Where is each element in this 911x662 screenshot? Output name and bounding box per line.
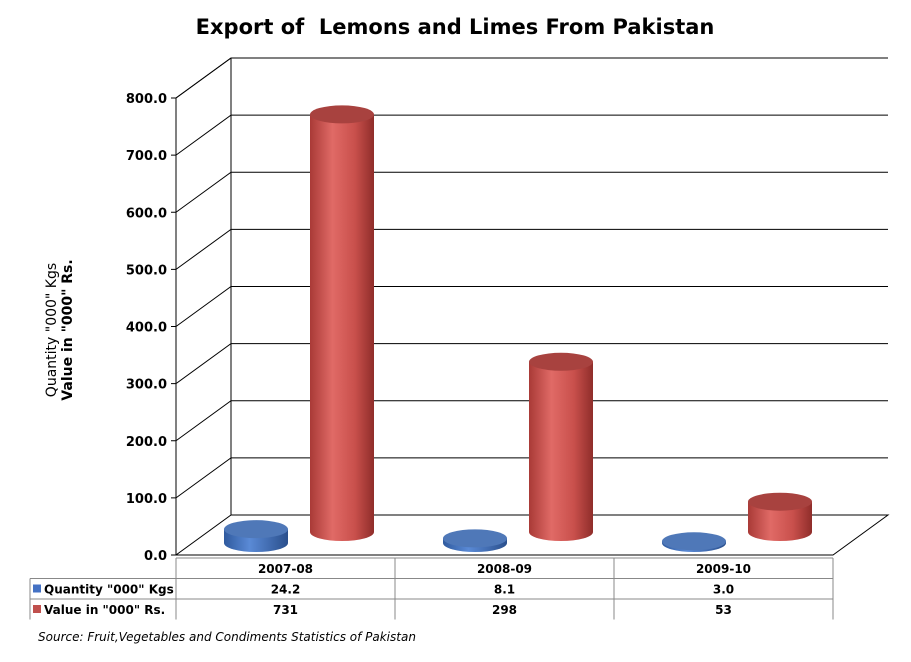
- y-tick-label: 0.0: [144, 549, 167, 564]
- cylinder-quantity-2007-08: [224, 520, 288, 552]
- legend-entry-value: Value in "000" Rs.: [44, 603, 165, 617]
- cylinder-body: [529, 361, 593, 541]
- gridline: [175, 57, 888, 99]
- cylinder-top: [224, 520, 288, 539]
- y-tick-labels: 0.0 100.0 200.0 300.0 400.0 500.0 600.0 700.0 80…: [126, 92, 176, 564]
- gridline: [175, 114, 888, 156]
- table-value-cell: 53: [715, 603, 732, 617]
- gridline: [175, 286, 888, 327]
- y-tick-label: 400.0: [126, 321, 167, 336]
- y-tick-label: 200.0: [126, 435, 167, 450]
- cylinder-body: [310, 114, 374, 541]
- y-tick-label: 100.0: [126, 492, 167, 507]
- source-note: Source: Fruit,Vegetables and Condiments …: [38, 630, 416, 644]
- table-value-cell: 24.2: [271, 583, 301, 597]
- chart-title: Export of Lemons and Limes From Pakistan: [196, 15, 715, 39]
- y-tick-label: 600.0: [126, 206, 167, 221]
- category-label-2008-09: 2008-09: [477, 562, 532, 576]
- gridline: [175, 457, 888, 499]
- gridline: [175, 171, 888, 213]
- table-value-cell: 731: [273, 603, 298, 617]
- cylinder-value-2009-10: [748, 492, 812, 541]
- y-tick-label: 800.0: [126, 92, 167, 107]
- cylinder-quantity-2009-10: [662, 532, 726, 552]
- legend-entry-quantity: Quantity "000" Kgs: [44, 583, 174, 597]
- cylinder-body: [748, 501, 812, 541]
- legend-key-value: [33, 605, 41, 613]
- floor: [174, 514, 890, 556]
- y-axis-title-line-2: Value in "000" Rs.: [60, 259, 76, 400]
- y-tick-label: 700.0: [126, 149, 167, 164]
- data-table: 2007-08 2008-09 2009-10 Quantity "000" Kgs 2…: [29, 557, 834, 620]
- table-value-cell: 3.0: [713, 583, 734, 597]
- category-label-2007-08: 2007-08: [258, 562, 313, 576]
- table-value-cell: 8.1: [494, 583, 515, 597]
- y-axis-title: Quantity "000" Kgs Value in "000" Rs.: [44, 259, 76, 400]
- y-tick-label: 300.0: [126, 378, 167, 393]
- bars: [224, 105, 812, 552]
- cylinder-top: [310, 105, 374, 124]
- cylinder-top: [529, 352, 593, 371]
- y-axis-title-line-1: Quantity "000" Kgs: [44, 263, 60, 397]
- cylinder-value-2008-09: [529, 352, 593, 541]
- y-tick-label: 500.0: [126, 263, 167, 278]
- gridline: [175, 400, 888, 442]
- gridline: [175, 228, 888, 270]
- table-value-cell: 298: [492, 603, 517, 617]
- legend-key-quantity: [33, 584, 41, 593]
- cylinder-value-2007-08: [310, 105, 374, 541]
- cylinder-top: [443, 529, 507, 548]
- cylinder-quantity-2008-09: [443, 529, 507, 552]
- cylinder-top: [748, 492, 812, 511]
- gridlines: [175, 57, 888, 499]
- gridline: [175, 343, 888, 385]
- cylinder-top: [662, 532, 726, 551]
- category-label-2009-10: 2009-10: [696, 562, 751, 576]
